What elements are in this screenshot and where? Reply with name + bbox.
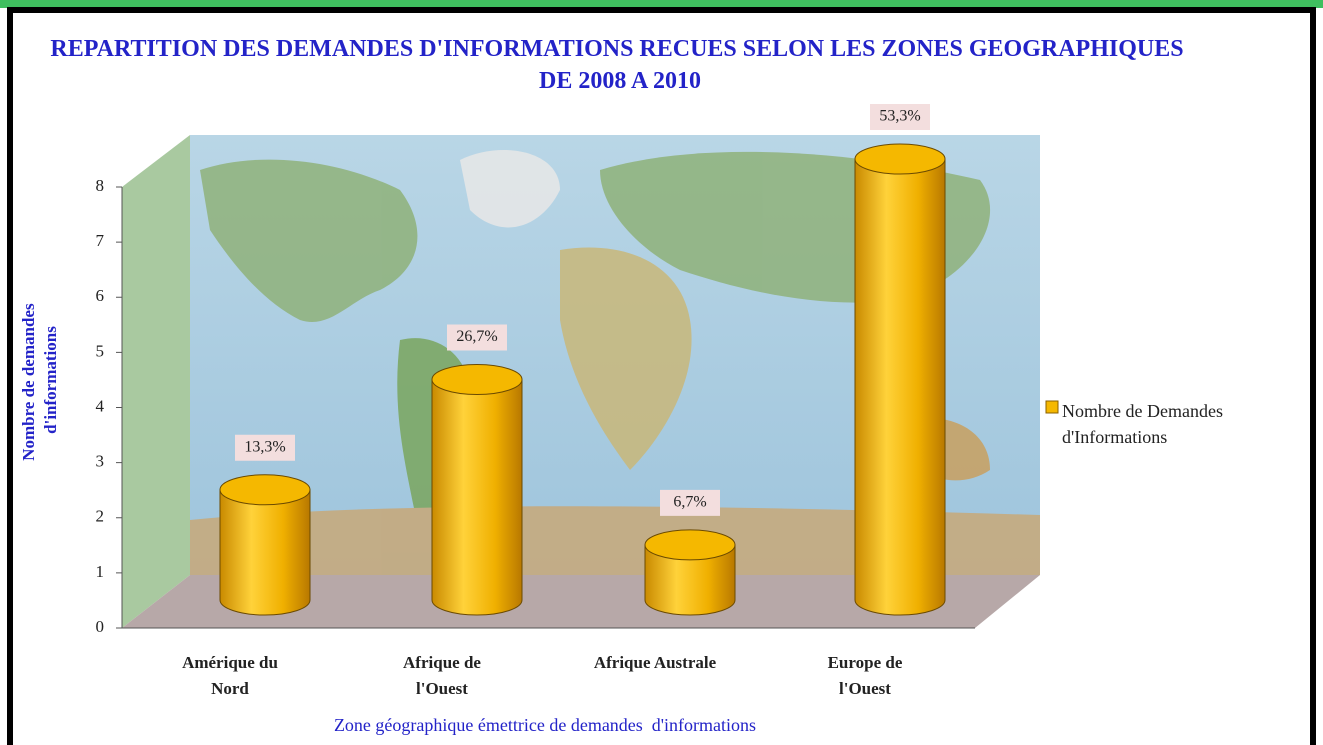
data-label: 13,3% (244, 438, 285, 455)
cylinder-body (855, 159, 945, 615)
x-tick-label: Europe de l'Ouest (800, 650, 930, 702)
y-tick-label: 8 (96, 176, 105, 195)
y-axis-title-line: Nombre de demandes (19, 303, 38, 461)
cylinder-top (220, 475, 310, 505)
y-axis-title-line: d'informations (41, 326, 60, 434)
y-tick-label: 5 (96, 341, 105, 360)
legend-label: Nombre de Demandes d'Informations (1062, 398, 1307, 450)
cylinder-top (645, 530, 735, 560)
y-tick-label: 1 (96, 562, 105, 581)
page: REPARTITION DES DEMANDES D'INFORMATIONS … (0, 0, 1323, 745)
y-tick-label: 2 (96, 507, 105, 526)
y-tick-label: 0 (96, 617, 105, 636)
chart: REPARTITION DES DEMANDES D'INFORMATIONS … (0, 0, 1323, 745)
x-tick-label: Afrique Australe (575, 650, 735, 676)
y-tick-label: 6 (96, 286, 105, 305)
data-label: 6,7% (673, 494, 706, 511)
chart-title-line: DE 2008 A 2010 (539, 68, 701, 94)
cylinder-top (855, 144, 945, 174)
legend-swatch (1046, 401, 1058, 413)
x-tick-label: Amérique du Nord (165, 650, 295, 702)
chart-title-line: REPARTITION DES DEMANDES D'INFORMATIONS … (50, 36, 1183, 62)
side-wall (122, 135, 190, 628)
x-tick-label: Afrique de l'Ouest (377, 650, 507, 702)
y-tick-label: 4 (96, 396, 105, 415)
data-label: 53,3% (879, 108, 920, 125)
data-label: 26,7% (456, 328, 497, 345)
top-strip (0, 0, 1323, 8)
cylinder-body (220, 490, 310, 615)
cylinder-body (432, 380, 522, 616)
y-tick-label: 3 (96, 452, 105, 471)
x-axis-title: Zone géographique émettrice de demandes … (334, 715, 756, 735)
y-tick-label: 7 (96, 231, 105, 250)
cylinder-top (432, 365, 522, 395)
